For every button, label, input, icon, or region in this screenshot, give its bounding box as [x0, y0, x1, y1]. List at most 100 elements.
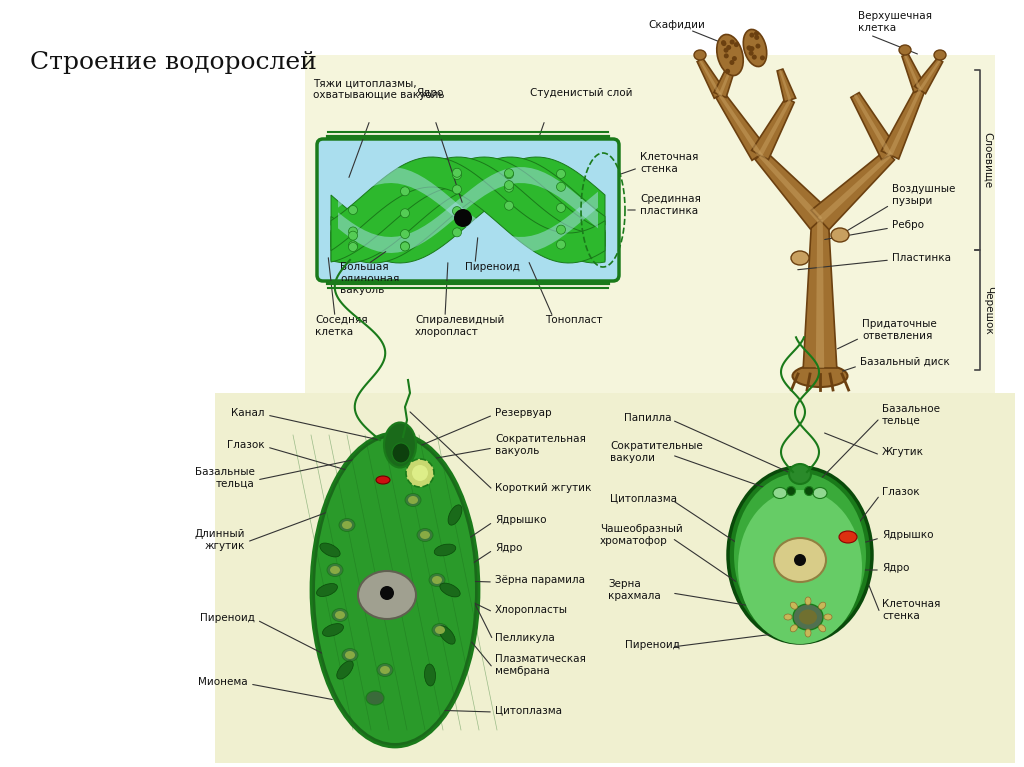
Polygon shape [777, 69, 796, 102]
Text: Ядро: Ядро [417, 88, 443, 98]
Circle shape [348, 242, 357, 252]
Circle shape [556, 203, 565, 212]
Text: Цитоплазма: Цитоплазма [610, 493, 677, 503]
Text: Базальный диск: Базальный диск [860, 357, 949, 367]
Polygon shape [818, 153, 892, 222]
Circle shape [748, 46, 753, 51]
Ellipse shape [839, 531, 857, 543]
Text: Ядрышко: Ядрышко [495, 515, 547, 525]
Text: Пелликула: Пелликула [495, 633, 555, 643]
Ellipse shape [773, 488, 787, 499]
Ellipse shape [384, 423, 416, 468]
Ellipse shape [813, 488, 827, 499]
Circle shape [730, 40, 734, 44]
Circle shape [729, 60, 734, 65]
Circle shape [732, 56, 737, 61]
Text: Скафидии: Скафидии [648, 20, 705, 30]
Text: Базальное
тельце: Базальное тельце [882, 404, 940, 426]
Text: Длинный
жгутик: Длинный жгутик [195, 529, 245, 551]
Ellipse shape [392, 443, 410, 463]
Polygon shape [716, 92, 768, 160]
Polygon shape [331, 157, 605, 263]
Text: Пиреноид: Пиреноид [200, 613, 255, 623]
Circle shape [400, 229, 410, 239]
Circle shape [348, 241, 357, 250]
Ellipse shape [805, 597, 811, 605]
FancyBboxPatch shape [305, 55, 995, 400]
Polygon shape [331, 157, 605, 263]
Polygon shape [919, 59, 941, 91]
Ellipse shape [694, 50, 706, 60]
Circle shape [505, 201, 513, 210]
Ellipse shape [899, 45, 911, 55]
Circle shape [556, 225, 565, 234]
Circle shape [752, 54, 757, 60]
Text: Базальные
тельца: Базальные тельца [196, 467, 255, 489]
Ellipse shape [784, 614, 792, 620]
Polygon shape [338, 167, 598, 253]
Ellipse shape [376, 476, 390, 484]
Text: Большая
одиночная
вакуоль: Большая одиночная вакуоль [340, 262, 399, 295]
Ellipse shape [366, 691, 384, 705]
Circle shape [453, 170, 462, 179]
Text: Папилла: Папилла [624, 413, 672, 423]
Circle shape [348, 227, 357, 236]
Text: Сократительная
вакуоль: Сократительная вакуоль [495, 434, 586, 456]
Text: Спиралевидный
хлоропласт: Спиралевидный хлоропласт [415, 315, 505, 337]
Text: Ядро: Ядро [495, 543, 522, 553]
Circle shape [505, 170, 513, 179]
Circle shape [755, 35, 759, 40]
Polygon shape [779, 70, 792, 100]
Circle shape [556, 240, 565, 249]
Ellipse shape [425, 664, 435, 686]
Ellipse shape [434, 544, 456, 556]
Polygon shape [759, 153, 822, 222]
Ellipse shape [330, 566, 340, 574]
Polygon shape [699, 60, 722, 96]
Ellipse shape [377, 663, 393, 676]
Circle shape [453, 228, 462, 237]
Ellipse shape [818, 602, 825, 609]
Circle shape [749, 51, 754, 56]
Ellipse shape [420, 531, 430, 539]
Ellipse shape [831, 228, 849, 242]
Ellipse shape [345, 651, 355, 659]
Ellipse shape [358, 571, 416, 619]
Polygon shape [331, 157, 605, 263]
Ellipse shape [406, 493, 421, 506]
Text: Слоевище: Слоевище [983, 132, 993, 188]
Ellipse shape [327, 564, 343, 577]
Text: Клеточная
стенка: Клеточная стенка [882, 599, 940, 621]
Text: Тонопласт: Тонопласт [545, 315, 602, 325]
Circle shape [453, 168, 462, 177]
Text: Соседняя
клетка: Соседняя клетка [315, 315, 368, 337]
Ellipse shape [728, 467, 872, 643]
Ellipse shape [432, 576, 442, 584]
Text: Черешок: Черешок [983, 285, 993, 334]
Polygon shape [816, 220, 824, 368]
Circle shape [726, 45, 731, 50]
Polygon shape [902, 54, 926, 93]
Polygon shape [755, 150, 829, 229]
Text: Канал: Канал [231, 408, 265, 418]
Ellipse shape [380, 666, 390, 674]
Ellipse shape [734, 473, 866, 637]
Text: Ядро: Ядро [882, 563, 909, 573]
Ellipse shape [738, 490, 862, 644]
Text: Верхушечная
клетка: Верхушечная клетка [858, 12, 932, 33]
Text: Строение водорослей: Строение водорослей [30, 51, 316, 74]
Circle shape [721, 40, 726, 45]
Ellipse shape [429, 574, 445, 587]
Circle shape [725, 69, 730, 74]
Circle shape [746, 45, 752, 51]
Circle shape [400, 242, 410, 251]
Ellipse shape [805, 629, 811, 637]
Ellipse shape [774, 538, 826, 582]
Circle shape [400, 187, 410, 196]
Circle shape [453, 206, 462, 216]
FancyBboxPatch shape [215, 393, 1015, 763]
Ellipse shape [332, 608, 348, 621]
Polygon shape [719, 58, 736, 96]
Ellipse shape [449, 505, 462, 525]
Circle shape [505, 169, 513, 178]
